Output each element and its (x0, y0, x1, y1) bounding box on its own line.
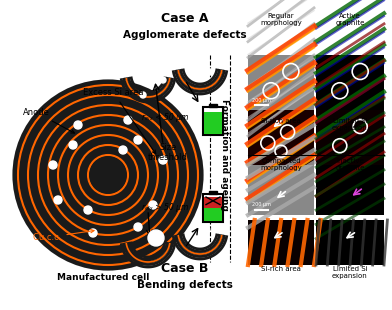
Text: Si-rich area: Si-rich area (261, 266, 301, 272)
Bar (248, 110, 314, 165)
Circle shape (69, 141, 77, 149)
Circle shape (134, 223, 142, 231)
Circle shape (84, 206, 92, 214)
Text: Case B: Case B (162, 262, 209, 275)
Bar (316, 165, 384, 215)
Circle shape (159, 156, 167, 164)
Circle shape (148, 230, 164, 246)
Text: Excess Si area: Excess Si area (83, 88, 156, 154)
Text: 200 µm: 200 µm (252, 202, 270, 207)
Bar (316, 220, 384, 265)
Text: Formation and ageing: Formation and ageing (220, 99, 229, 211)
Bar (248, 165, 314, 215)
Bar (204, 197, 222, 208)
Circle shape (200, 225, 210, 235)
Bar (248, 220, 314, 265)
Circle shape (90, 157, 126, 193)
Bar (203, 107, 223, 135)
Bar (316, 220, 384, 265)
Bar (316, 110, 384, 165)
Text: rₑₗₓ < 50 μm: rₑₗₓ < 50 μm (142, 113, 188, 122)
Text: Bending defects: Bending defects (137, 280, 233, 290)
Circle shape (49, 161, 57, 169)
Text: Inactive
graphite: Inactive graphite (335, 158, 365, 171)
Circle shape (54, 196, 62, 204)
Circle shape (140, 92, 146, 98)
Circle shape (89, 229, 97, 237)
Circle shape (124, 116, 132, 124)
Text: Limited Si
expansion: Limited Si expansion (332, 266, 368, 279)
Text: Si-rich area: Si-rich area (261, 118, 301, 124)
Bar (209, 104, 217, 107)
Circle shape (160, 77, 166, 83)
Text: Cu c.c.: Cu c.c. (33, 229, 94, 242)
Bar (316, 165, 384, 215)
Text: Anode: Anode (23, 108, 74, 133)
Bar (203, 194, 223, 222)
Bar (316, 55, 384, 110)
Text: 200 µm: 200 µm (252, 98, 270, 103)
Circle shape (74, 121, 82, 129)
Circle shape (207, 69, 213, 75)
Text: Compacted
morphology: Compacted morphology (260, 158, 302, 171)
Bar (204, 112, 222, 134)
Circle shape (13, 80, 203, 270)
Bar (248, 220, 314, 265)
Text: Case A: Case A (161, 12, 209, 25)
Bar (316, 110, 384, 165)
Text: Regular
morphology: Regular morphology (260, 13, 302, 26)
Bar (209, 191, 217, 194)
Text: Agglomerate defects: Agglomerate defects (123, 30, 247, 40)
Circle shape (119, 146, 127, 154)
Text: Size
threshold: Size threshold (148, 143, 188, 162)
Bar (204, 208, 222, 221)
Text: Manufactured cell: Manufactured cell (57, 273, 149, 282)
Bar (248, 110, 314, 165)
Text: rₑₗₓ > 50 μm: rₑₗₓ > 50 μm (142, 203, 188, 212)
Bar (248, 165, 314, 215)
Bar (248, 55, 314, 110)
Text: Limited Si
expansion: Limited Si expansion (332, 118, 368, 131)
Circle shape (149, 201, 157, 209)
Text: Active
graphite: Active graphite (335, 13, 365, 26)
Circle shape (134, 136, 142, 144)
